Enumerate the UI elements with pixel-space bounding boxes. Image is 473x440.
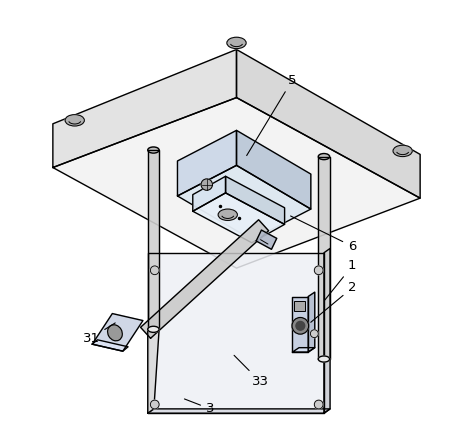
- Ellipse shape: [65, 115, 84, 126]
- Polygon shape: [324, 249, 330, 413]
- Polygon shape: [226, 176, 285, 224]
- Polygon shape: [148, 409, 330, 413]
- Polygon shape: [193, 176, 226, 211]
- Ellipse shape: [227, 37, 246, 48]
- Polygon shape: [53, 49, 236, 168]
- Ellipse shape: [148, 147, 159, 153]
- Circle shape: [310, 330, 318, 337]
- Circle shape: [315, 400, 323, 409]
- Polygon shape: [148, 329, 159, 413]
- Polygon shape: [236, 130, 311, 209]
- Polygon shape: [177, 130, 236, 196]
- Text: 33: 33: [234, 356, 269, 388]
- Polygon shape: [292, 297, 308, 352]
- Polygon shape: [53, 98, 420, 268]
- Polygon shape: [140, 220, 269, 338]
- Polygon shape: [292, 348, 315, 352]
- Polygon shape: [92, 314, 143, 351]
- Ellipse shape: [107, 325, 123, 341]
- Text: 6: 6: [290, 216, 356, 253]
- Ellipse shape: [393, 145, 412, 157]
- Polygon shape: [92, 340, 128, 351]
- Circle shape: [292, 318, 309, 334]
- Circle shape: [150, 400, 159, 409]
- Text: 1: 1: [325, 260, 357, 300]
- Ellipse shape: [318, 154, 330, 160]
- Circle shape: [150, 266, 159, 275]
- Polygon shape: [256, 230, 277, 249]
- Text: 5: 5: [247, 73, 297, 155]
- Polygon shape: [236, 49, 420, 198]
- Polygon shape: [148, 253, 324, 413]
- Polygon shape: [193, 193, 285, 243]
- Circle shape: [315, 266, 323, 275]
- Polygon shape: [318, 157, 330, 359]
- Ellipse shape: [218, 209, 237, 220]
- Polygon shape: [308, 292, 315, 352]
- Ellipse shape: [148, 326, 159, 332]
- Text: 3: 3: [184, 399, 214, 415]
- Polygon shape: [148, 150, 159, 329]
- Polygon shape: [177, 165, 311, 240]
- Ellipse shape: [318, 356, 330, 362]
- FancyBboxPatch shape: [294, 301, 305, 311]
- Circle shape: [201, 179, 212, 190]
- Circle shape: [296, 322, 305, 330]
- Text: 2: 2: [311, 281, 357, 322]
- Text: 31: 31: [83, 323, 115, 345]
